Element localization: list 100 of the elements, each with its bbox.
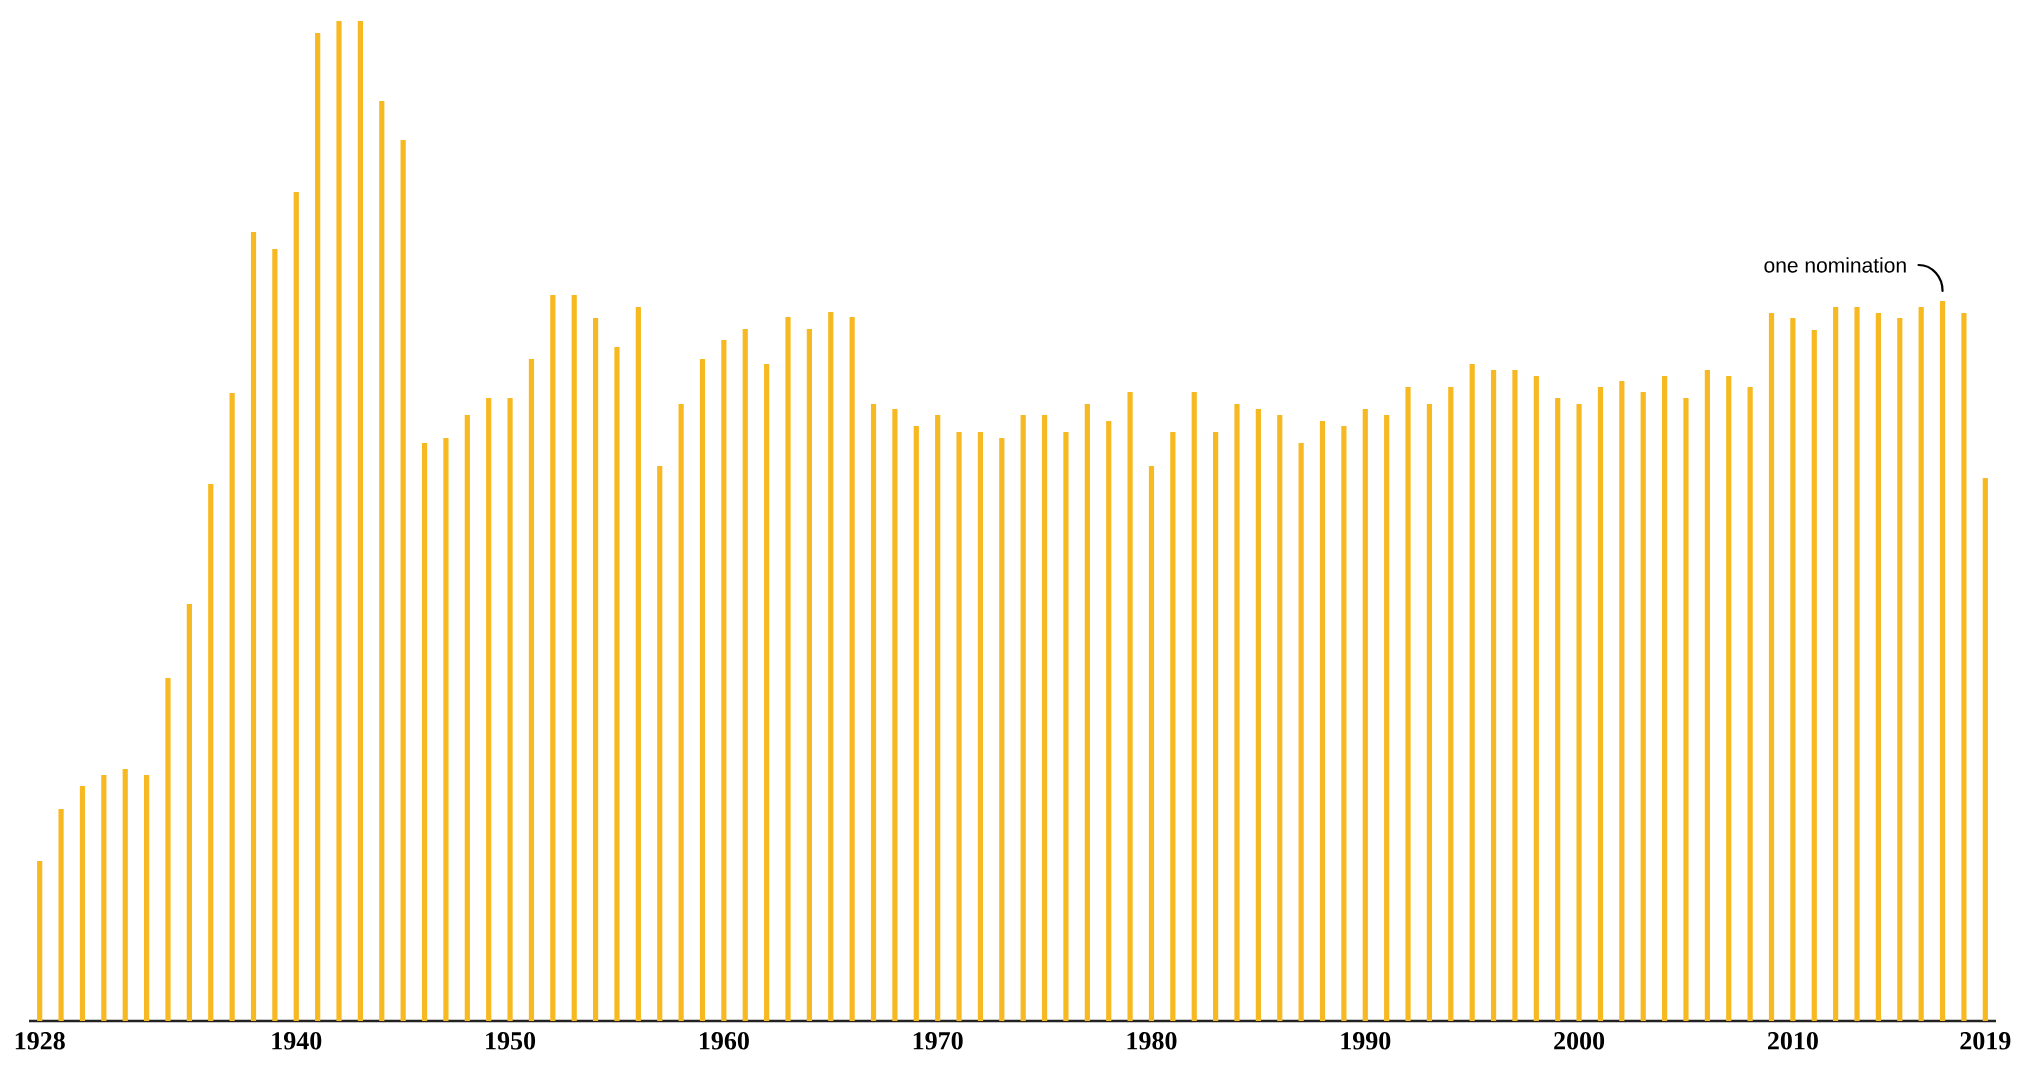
x-tick-label: 2000: [1554, 1032, 1605, 1050]
bar: [571, 294, 577, 1021]
bar: [1319, 420, 1326, 1021]
bar: [1726, 375, 1732, 1021]
bar: [293, 191, 299, 1021]
bar: [144, 774, 150, 1021]
bar: [1747, 386, 1753, 1021]
bar: [486, 397, 492, 1021]
bar: [400, 139, 406, 1021]
bar: [1982, 477, 1988, 1021]
bar: [999, 437, 1005, 1021]
bar: [678, 403, 684, 1021]
bar: [956, 431, 962, 1021]
bar: [1426, 403, 1433, 1021]
bar: [357, 20, 364, 1021]
bar: [1490, 369, 1497, 1021]
bar: [764, 363, 770, 1021]
bar: [742, 328, 748, 1021]
bar: [828, 311, 834, 1021]
bar: [1469, 363, 1475, 1021]
bar: [1918, 306, 1924, 1021]
bar: [1191, 391, 1197, 1021]
bar: [1833, 306, 1839, 1021]
bar: [1597, 386, 1604, 1021]
x-tick-label: 1960: [699, 1032, 749, 1050]
bar: [1961, 312, 1967, 1021]
x-tick-label: 1940: [272, 1032, 322, 1050]
bar: [58, 808, 64, 1021]
bar: [186, 603, 192, 1021]
bar: [443, 437, 449, 1021]
x-tick-label: 1950: [486, 1032, 536, 1050]
bar: [1854, 306, 1860, 1021]
bar: [913, 425, 919, 1021]
bar: [165, 677, 171, 1021]
bar: [1255, 408, 1261, 1021]
bar: [614, 346, 620, 1021]
bar: [1683, 397, 1689, 1021]
bar: [1234, 403, 1240, 1021]
bar: [892, 408, 898, 1021]
bar: [79, 785, 86, 1021]
bar: [635, 306, 641, 1021]
bar: [1662, 375, 1668, 1021]
bar: [1298, 442, 1304, 1021]
bar: [721, 339, 727, 1021]
bar: [1277, 414, 1283, 1021]
bar: [1106, 420, 1112, 1021]
bar: [1897, 317, 1903, 1021]
bar: [1619, 380, 1625, 1021]
x-tick-label: 1970: [913, 1032, 963, 1050]
bar: [1512, 369, 1518, 1021]
bar: [315, 32, 321, 1021]
bar: [1127, 391, 1133, 1021]
annotation: one nomination: [1764, 257, 1906, 273]
bar: [849, 316, 855, 1021]
bar: [1084, 403, 1090, 1021]
bar: [550, 294, 556, 1021]
bar: [1939, 300, 1946, 1021]
bar: [1341, 425, 1347, 1021]
x-tick-label: 1990: [1341, 1032, 1391, 1050]
bar: [870, 403, 877, 1021]
bar: [421, 442, 428, 1021]
bar: [122, 768, 128, 1021]
bar: [1448, 386, 1454, 1021]
bar: [1384, 414, 1390, 1021]
bar: [1063, 431, 1069, 1021]
bar: [229, 392, 235, 1021]
bar: [1213, 431, 1219, 1021]
bar: [528, 358, 535, 1021]
bar: [250, 231, 257, 1021]
bar: [1640, 391, 1646, 1021]
bar: [1170, 431, 1176, 1021]
bar: [379, 100, 385, 1021]
bar: [37, 860, 43, 1021]
bar: [1148, 465, 1155, 1021]
bar: [1576, 403, 1582, 1021]
bar: [1790, 317, 1796, 1021]
bar: [1811, 329, 1817, 1021]
bar: [464, 414, 470, 1021]
x-tick-label: 2019: [1960, 1032, 2011, 1050]
bar: [977, 431, 984, 1021]
bar: [699, 358, 706, 1021]
bar: [101, 774, 107, 1021]
x-tick-label: 1980: [1127, 1032, 1177, 1050]
bar: [1875, 312, 1882, 1021]
bar: [336, 20, 342, 1021]
x-tick-label: 1928: [15, 1032, 65, 1050]
bar: [657, 465, 663, 1021]
bar: [806, 328, 812, 1021]
bar: [592, 317, 599, 1021]
bar: [1768, 312, 1775, 1021]
bar: [1533, 375, 1539, 1021]
bar: [1041, 414, 1048, 1021]
bar: [935, 414, 941, 1021]
bar: [785, 316, 791, 1021]
bar: [1362, 408, 1368, 1021]
bar: [1405, 386, 1411, 1021]
bar: [1555, 397, 1561, 1021]
bar: [507, 397, 513, 1021]
bar: [208, 483, 214, 1021]
x-tick-label: 2010: [1767, 1032, 1818, 1050]
